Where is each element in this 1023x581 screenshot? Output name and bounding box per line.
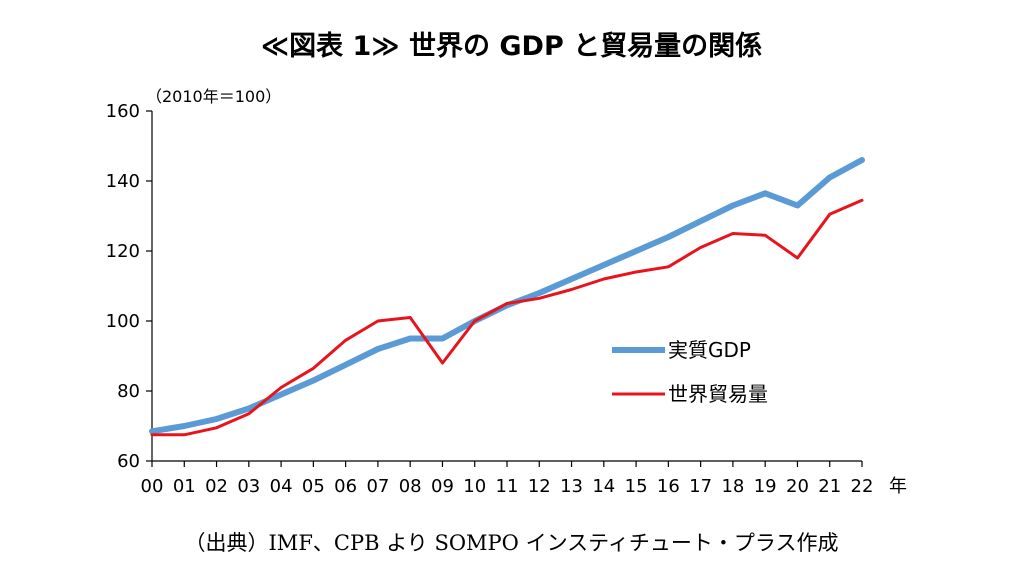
y-tick-label: 120 (106, 241, 140, 262)
x-tick-label: 12 (528, 476, 551, 497)
x-tick-label: 16 (657, 476, 680, 497)
x-tick-label: 09 (431, 476, 454, 497)
y-tick-label: 140 (106, 171, 140, 192)
x-tick-label: 22 (851, 476, 874, 497)
y-tick-label: 160 (106, 101, 140, 122)
series-line-world-trade (150, 198, 864, 437)
x-tick-label: 14 (592, 476, 615, 497)
y-tick-label: 100 (106, 311, 140, 332)
x-tick-label: 19 (754, 476, 777, 497)
legend-label: 実質GDP (668, 338, 751, 362)
x-tick-label: 07 (366, 476, 389, 497)
series-line-real-gdp (149, 157, 865, 435)
x-tick-label: 21 (818, 476, 841, 497)
legend-label: 世界貿易量 (668, 382, 768, 406)
chart-title: ≪図表 1≫ 世界の GDP と貿易量の関係 (260, 31, 763, 62)
unit-note: （2010年＝100） (146, 87, 281, 106)
x-tick-label: 05 (302, 476, 325, 497)
x-tick-label: 13 (560, 476, 583, 497)
x-tick-label: 18 (721, 476, 744, 497)
x-tick-label: 01 (173, 476, 196, 497)
x-tick-label: 03 (237, 476, 260, 497)
chart-axes: 60 80 100 120 140 160 00 01 02 03 04 05 06 07 08 09 10 11… (106, 101, 907, 497)
x-tick-label: 15 (625, 476, 648, 497)
chart-legend: 実質GDP 世界貿易量 (612, 338, 768, 406)
x-tick-label: 20 (786, 476, 809, 497)
y-tick-label: 80 (117, 381, 140, 402)
x-tick-label: 04 (270, 476, 293, 497)
x-axis-label: 年 (889, 476, 907, 497)
x-tick-label: 06 (334, 476, 357, 497)
source-note: （出典）IMF、CPB より SOMPO インスティチュート・プラス作成 (184, 531, 839, 555)
x-tick-label: 10 (463, 476, 486, 497)
x-tick-label: 00 (141, 476, 164, 497)
chart-series (149, 157, 865, 437)
x-tick-label: 11 (496, 476, 519, 497)
y-tick-label: 60 (117, 451, 140, 472)
x-tick-label: 02 (205, 476, 228, 497)
x-tick-label: 17 (689, 476, 712, 497)
x-tick-label: 08 (399, 476, 422, 497)
